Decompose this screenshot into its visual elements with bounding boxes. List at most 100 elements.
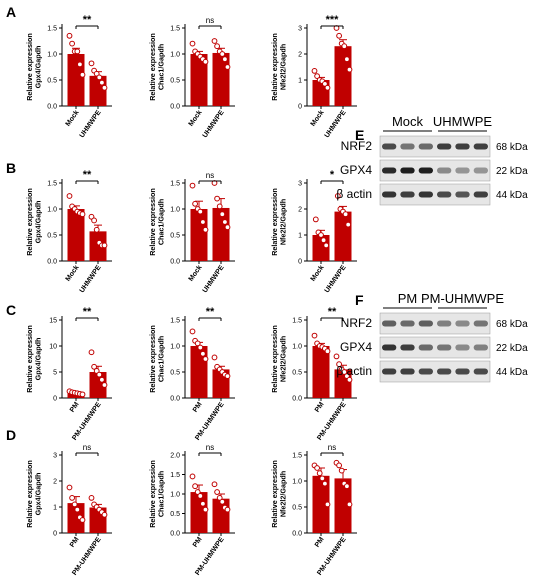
data-point xyxy=(101,382,108,388)
blot-band xyxy=(437,368,452,375)
blot-band xyxy=(455,320,470,327)
y-axis-label: Relative expressionChac1/Gapdh xyxy=(148,33,166,101)
data-point xyxy=(216,203,223,210)
blot-strip xyxy=(379,183,491,206)
data-point xyxy=(224,506,231,513)
data-point xyxy=(214,195,221,202)
data-point xyxy=(200,500,206,507)
y-axis-label-line: Relative expression xyxy=(148,188,157,256)
y-axis-label: Relative expressionGpx4/Gapdh xyxy=(25,188,43,256)
data-point xyxy=(96,371,103,378)
blot-band xyxy=(437,143,452,150)
data-point xyxy=(319,475,326,482)
x-tick-label: PM xyxy=(314,536,326,549)
data-point xyxy=(99,79,105,86)
y-tick-label: 0.5 xyxy=(170,78,180,85)
y-tick-label: 0 xyxy=(298,104,302,111)
blot-group-label: PM-UHMWPE xyxy=(421,291,504,306)
y-axis-label: Relative expressionGpx4/Gapdh xyxy=(25,460,43,528)
y-tick-label: 1.5 xyxy=(170,181,180,188)
y-tick-label: 2 xyxy=(298,207,302,214)
y-axis-label: Relative expressionChac1/Gapdh xyxy=(148,460,166,528)
data-point xyxy=(346,66,353,73)
x-tick-label: UHMWPE xyxy=(79,264,103,294)
blot-e: Mock UHMWPE NRF2 68 kDa GPX4 22 kDa β actin 44 … xyxy=(336,114,528,206)
y-tick-label: 1 xyxy=(53,505,57,512)
data-point xyxy=(202,58,209,65)
bar-pm xyxy=(312,475,330,533)
data-point xyxy=(77,61,83,68)
blot-strip xyxy=(379,135,491,158)
blot-band xyxy=(473,191,488,198)
data-point xyxy=(66,193,73,199)
data-point xyxy=(202,506,209,513)
y-tick-label: 1.0 xyxy=(170,52,180,59)
significance-label: *** xyxy=(326,14,340,26)
y-tick-label: 1 xyxy=(298,78,302,85)
blot-band xyxy=(455,368,470,375)
y-tick-label: 0.5 xyxy=(47,233,57,240)
blot-band xyxy=(400,344,415,351)
bar-pm-uhmwpe xyxy=(334,478,352,533)
panel-letter-f: F xyxy=(355,292,364,308)
blot-band xyxy=(418,368,433,375)
data-point xyxy=(334,193,341,199)
y-axis-label-line: Nfe2l2/Gapdh xyxy=(279,199,288,245)
western-blots: Mock UHMWPE NRF2 68 kDa GPX4 22 kDa β actin 44 … xyxy=(336,114,528,383)
data-point xyxy=(101,511,108,518)
data-point xyxy=(194,340,201,347)
data-point xyxy=(202,356,209,362)
blot-group-label: Mock xyxy=(392,114,424,129)
blot-band xyxy=(418,344,433,351)
data-point xyxy=(219,498,226,505)
data-point xyxy=(324,501,331,508)
data-point xyxy=(211,38,218,44)
bar-uhmwpe xyxy=(334,46,352,106)
data-point xyxy=(345,221,352,228)
blot-band xyxy=(455,167,470,174)
panel-letter-e: E xyxy=(355,127,364,143)
x-tick-label: PM xyxy=(192,536,204,549)
data-point xyxy=(346,501,353,508)
x-tick-label: PM xyxy=(192,401,204,414)
bar-mock xyxy=(67,54,85,106)
y-tick-label: 1.5 xyxy=(170,318,180,325)
data-point xyxy=(200,219,206,225)
blot-group-label: PM xyxy=(398,291,418,306)
y-axis-label-line: Nfe2l2/Gapdh xyxy=(279,336,288,382)
blot-strip xyxy=(379,336,491,359)
data-point xyxy=(346,376,353,383)
blot-band xyxy=(418,320,433,327)
bar-pm xyxy=(312,346,330,398)
y-axis-label-line: Nfe2l2/Gapdh xyxy=(279,44,288,90)
y-tick-label: 1.5 xyxy=(292,318,302,325)
blot-band xyxy=(382,167,397,174)
blot-kda-label: 68 kDa xyxy=(496,142,528,153)
bar-mock xyxy=(190,54,208,106)
data-point xyxy=(93,226,100,233)
data-point xyxy=(320,237,327,244)
x-tick-label: PM xyxy=(314,401,326,414)
data-point xyxy=(333,353,340,360)
blot-kda-label: 68 kDa xyxy=(496,319,528,330)
significance-label: ** xyxy=(328,306,337,318)
data-point xyxy=(96,74,103,81)
y-tick-label: 1.0 xyxy=(47,207,57,214)
x-tick-label: PM xyxy=(69,536,81,549)
blot-band xyxy=(455,344,470,351)
y-tick-label: 0.0 xyxy=(47,259,57,266)
blot-protein-label: GPX4 xyxy=(340,163,372,177)
panel-letter-b: B xyxy=(6,160,16,176)
data-point xyxy=(314,73,321,79)
x-tick-label: Mock xyxy=(65,109,81,128)
data-point xyxy=(192,200,199,207)
y-axis-label-line: Gpx4/Gapdh xyxy=(34,201,43,244)
data-point xyxy=(214,489,221,495)
x-tick-label: PM xyxy=(69,401,81,414)
data-point xyxy=(324,84,331,91)
blot-protein-label: β actin xyxy=(336,364,372,378)
data-point xyxy=(200,350,206,357)
